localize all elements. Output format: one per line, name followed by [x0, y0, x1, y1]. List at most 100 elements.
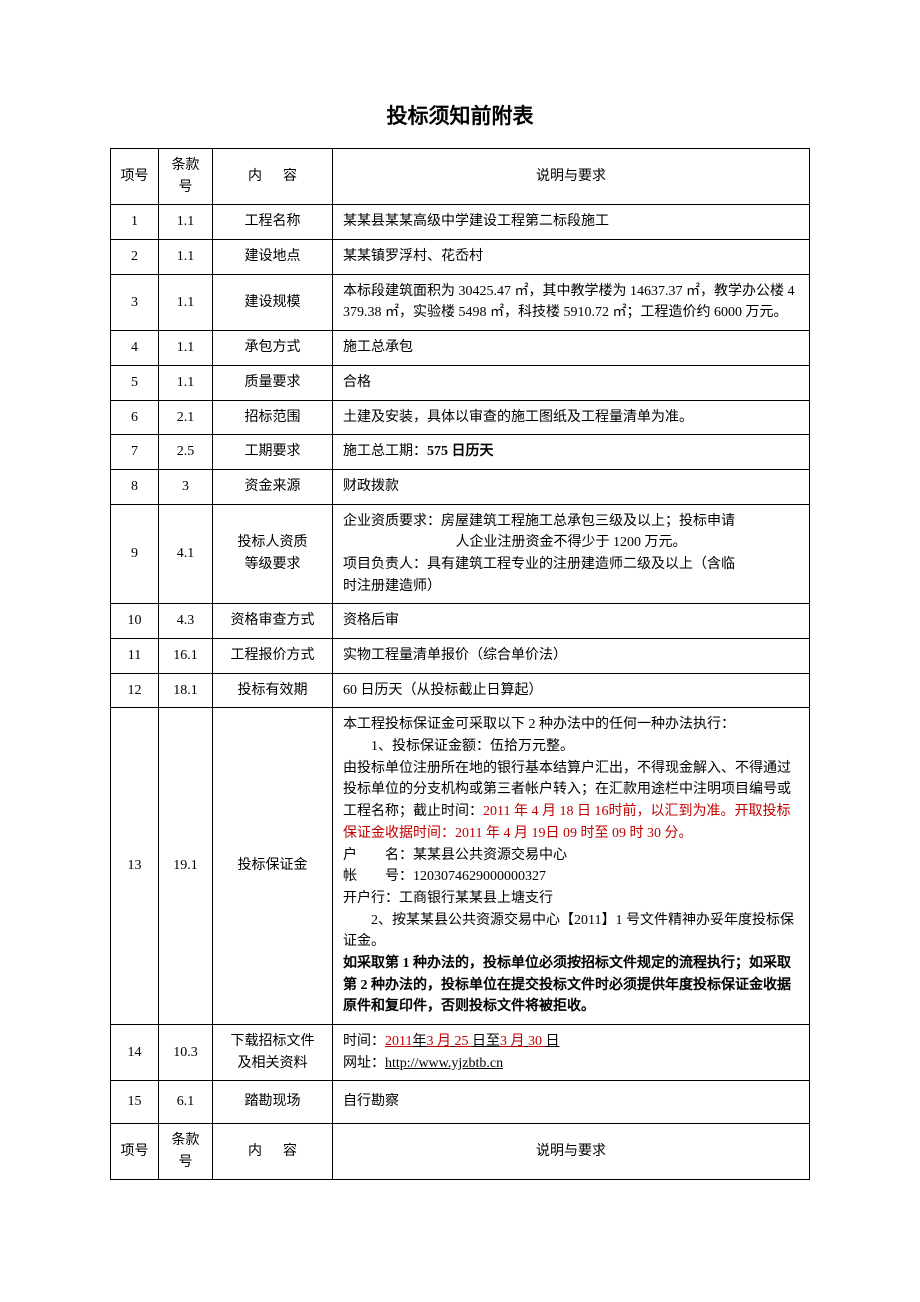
cell-desc: 实物工程量清单报价（综合单价法）: [333, 639, 810, 674]
cell-idx: 1: [111, 205, 159, 240]
cell-clause: 1.1: [159, 205, 213, 240]
cell-clause: 3: [159, 469, 213, 504]
content-line-b: 及相关资料: [219, 1053, 326, 1075]
cell-idx: 14: [111, 1025, 159, 1081]
table-row: 15 6.1 踏勘现场 自行勘察: [111, 1081, 810, 1124]
cell-content: 投标人资质 等级要求: [213, 504, 333, 604]
desc-text: 时间：: [343, 1034, 385, 1049]
cell-idx: 15: [111, 1081, 159, 1124]
table-row: 6 2.1 招标范围 土建及安装，具体以审查的施工图纸及工程量清单为准。: [111, 400, 810, 435]
footer-content-b: 容: [283, 1144, 297, 1159]
cell-content: 工期要求: [213, 435, 333, 470]
table-header-row: 项号 条款号 内 容 说明与要求: [111, 149, 810, 205]
table-row: 11 16.1 工程报价方式 实物工程量清单报价（综合单价法）: [111, 639, 810, 674]
desc-para: 2、按某某县公共资源交易中心【2011】1 号文件精神办妥年度投标保证金。: [343, 910, 799, 953]
header-col-desc: 说明与要求: [333, 149, 810, 205]
content-line-a: 投标人资质: [219, 532, 326, 554]
cell-idx: 5: [111, 365, 159, 400]
desc-bold: 575 日历天: [427, 444, 494, 459]
desc-red-underline: 3 月: [500, 1034, 525, 1049]
cell-clause: 1.1: [159, 365, 213, 400]
cell-idx: 4: [111, 331, 159, 366]
cell-idx: 7: [111, 435, 159, 470]
desc-red-underline: 2011: [385, 1034, 412, 1049]
footer-col-clause: 条款号: [159, 1124, 213, 1180]
cell-clause: 19.1: [159, 708, 213, 1025]
cell-desc: 施工总承包: [333, 331, 810, 366]
cell-content: 工程报价方式: [213, 639, 333, 674]
cell-clause: 6.1: [159, 1081, 213, 1124]
desc-para-bold: 如采取第 1 种办法的，投标单位必须按招标文件规定的流程执行；如采取第 2 种办…: [343, 953, 799, 1018]
table-row: 8 3 资金来源 财政拨款: [111, 469, 810, 504]
header-col-clause: 条款号: [159, 149, 213, 205]
header-content-b: 容: [283, 169, 297, 184]
cell-clause: 4.3: [159, 604, 213, 639]
cell-desc: 土建及安装，具体以审查的施工图纸及工程量清单为准。: [333, 400, 810, 435]
desc-para: 本工程投标保证金可采取以下 2 种办法中的任何一种办法执行：: [343, 714, 799, 736]
cell-clause: 1.1: [159, 331, 213, 366]
appendix-table: 项号 条款号 内 容 说明与要求 1 1.1 工程名称 某某县某某高级中学建设工…: [110, 148, 810, 1180]
table-footer-row: 项号 条款号 内 容 说明与要求: [111, 1124, 810, 1180]
desc-line: 时间：2011年3 月 25 日至3 月 30 日: [343, 1031, 799, 1053]
cell-clause: 4.1: [159, 504, 213, 604]
desc-red-underline: 30: [528, 1034, 546, 1049]
table-row: 1 1.1 工程名称 某某县某某高级中学建设工程第二标段施工: [111, 205, 810, 240]
desc-para: 户 名：某某县公共资源交易中心: [343, 845, 799, 867]
header-col-idx: 项号: [111, 149, 159, 205]
table-row: 10 4.3 资格审查方式 资格后审: [111, 604, 810, 639]
cell-content: 下载招标文件 及相关资料: [213, 1025, 333, 1081]
desc-line: 项目负责人：具有建筑工程专业的注册建造师二级及以上（含临: [343, 554, 799, 576]
cell-idx: 2: [111, 240, 159, 275]
cell-desc: 财政拨款: [333, 469, 810, 504]
cell-clause: 1.1: [159, 240, 213, 275]
table-row: 12 18.1 投标有效期 60 日历天（从投标截止日算起）: [111, 673, 810, 708]
cell-idx: 10: [111, 604, 159, 639]
cell-desc: 施工总工期：575 日历天: [333, 435, 810, 470]
cell-content: 投标有效期: [213, 673, 333, 708]
cell-content: 招标范围: [213, 400, 333, 435]
cell-clause: 10.3: [159, 1025, 213, 1081]
cell-desc: 某某县某某高级中学建设工程第二标段施工: [333, 205, 810, 240]
desc-underline: 日: [545, 1034, 559, 1049]
table-row: 9 4.1 投标人资质 等级要求 企业资质要求：房屋建筑工程施工总承包三级及以上…: [111, 504, 810, 604]
cell-idx: 13: [111, 708, 159, 1025]
website-link[interactable]: http://www.yjzbtb.cn: [385, 1056, 503, 1071]
cell-content: 踏勘现场: [213, 1081, 333, 1124]
cell-idx: 8: [111, 469, 159, 504]
cell-clause: 2.5: [159, 435, 213, 470]
footer-col-content: 内 容: [213, 1124, 333, 1180]
desc-red-underline: 3 月: [426, 1034, 451, 1049]
page-title: 投标须知前附表: [110, 100, 810, 130]
cell-desc: 资格后审: [333, 604, 810, 639]
header-col-content: 内 容: [213, 149, 333, 205]
cell-content: 质量要求: [213, 365, 333, 400]
desc-text: 施工总工期：: [343, 444, 427, 459]
cell-content: 工程名称: [213, 205, 333, 240]
desc-underline: 日至: [472, 1034, 500, 1049]
table-row: 7 2.5 工期要求 施工总工期：575 日历天: [111, 435, 810, 470]
desc-line: 企业资质要求：房屋建筑工程施工总承包三级及以上；投标申请: [343, 511, 799, 533]
cell-desc: 企业资质要求：房屋建筑工程施工总承包三级及以上；投标申请 人企业注册资金不得少于…: [333, 504, 810, 604]
cell-idx: 12: [111, 673, 159, 708]
desc-text: 网址：: [343, 1056, 385, 1071]
table-row: 2 1.1 建设地点 某某镇罗浮村、花岙村: [111, 240, 810, 275]
cell-desc: 时间：2011年3 月 25 日至3 月 30 日 网址：http://www.…: [333, 1025, 810, 1081]
header-content-a: 内: [248, 169, 262, 184]
cell-desc: 本工程投标保证金可采取以下 2 种办法中的任何一种办法执行： 1、投标保证金额：…: [333, 708, 810, 1025]
footer-col-desc: 说明与要求: [333, 1124, 810, 1180]
cell-clause: 18.1: [159, 673, 213, 708]
cell-clause: 16.1: [159, 639, 213, 674]
cell-desc: 60 日历天（从投标截止日算起）: [333, 673, 810, 708]
table-row: 5 1.1 质量要求 合格: [111, 365, 810, 400]
table-row: 4 1.1 承包方式 施工总承包: [111, 331, 810, 366]
content-line-b: 等级要求: [219, 554, 326, 576]
footer-col-idx: 项号: [111, 1124, 159, 1180]
cell-clause: 1.1: [159, 274, 213, 330]
desc-line: 网址：http://www.yjzbtb.cn: [343, 1053, 799, 1075]
cell-desc: 某某镇罗浮村、花岙村: [333, 240, 810, 275]
cell-content: 资金来源: [213, 469, 333, 504]
desc-para: 帐 号：1203074629000000327: [343, 866, 799, 888]
cell-desc: 自行勘察: [333, 1081, 810, 1124]
cell-desc: 本标段建筑面积为 30425.47 ㎡，其中教学楼为 14637.37 ㎡，教学…: [333, 274, 810, 330]
desc-line: 人企业注册资金不得少于 1200 万元。: [343, 532, 799, 554]
